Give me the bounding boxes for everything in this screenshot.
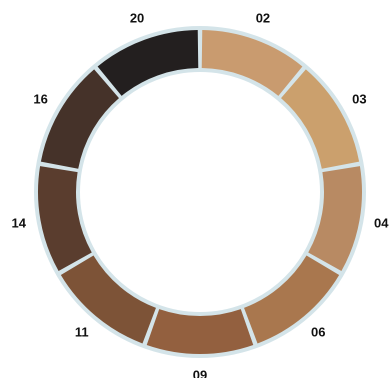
donut-segment-09	[146, 309, 254, 354]
donut-segment-06	[244, 255, 340, 344]
donut-label-02: 02	[256, 11, 270, 26]
donut-segment-14	[37, 166, 92, 272]
donut-label-20: 20	[130, 11, 144, 26]
donut-label-09: 09	[193, 367, 207, 378]
donut-segment-20	[97, 30, 199, 96]
donut-label-14: 14	[12, 215, 27, 230]
donut-segment-02	[201, 30, 303, 96]
donut-label-16: 16	[33, 91, 47, 106]
donut-label-03: 03	[352, 91, 366, 106]
donut-label-06: 06	[311, 324, 325, 339]
donut-segment-11	[60, 255, 156, 344]
donut-label-11: 11	[75, 324, 89, 339]
donut-segments	[37, 30, 362, 354]
donut-labels: 02 03 04 06 09 11 14 16 20	[12, 11, 390, 378]
donut-segment-16	[40, 69, 119, 169]
donut-segment-03	[281, 69, 360, 169]
donut-segment-04	[308, 166, 362, 272]
donut-label-04: 04	[374, 215, 389, 230]
